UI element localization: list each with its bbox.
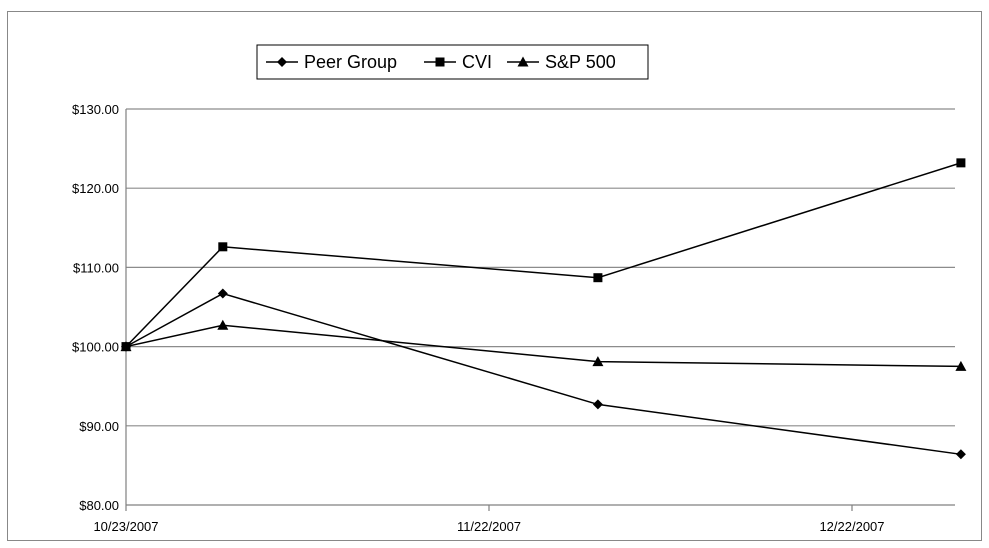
data-point — [592, 356, 604, 367]
y-tick-label: $80.00 — [79, 498, 119, 513]
y-tick-labels: $80.00 $90.00 $100.00 $110.00 $120.00 $130.00 — [72, 102, 119, 513]
legend-label: CVI — [462, 52, 492, 72]
data-point — [217, 319, 229, 330]
legend-marker — [277, 57, 287, 67]
data-point — [593, 273, 603, 283]
y-tick-label: $110.00 — [73, 260, 119, 275]
axes — [125, 109, 955, 511]
series-line — [125, 292, 962, 456]
gridlines — [126, 108, 955, 427]
data-point — [955, 449, 966, 460]
legend-item-peer-group: Peer Group — [266, 52, 397, 72]
data-point — [956, 158, 966, 168]
legend-item-cvi: CVI — [424, 52, 492, 72]
legend-marker — [517, 56, 529, 67]
chart-border — [7, 11, 982, 541]
series-cvi — [121, 158, 966, 352]
series-s-p-500 — [120, 319, 967, 371]
x-tick-label: 11/22/2007 — [457, 519, 521, 534]
series-peer-group — [121, 288, 966, 460]
legend: Peer Group CVI S&P 500 — [256, 44, 649, 80]
x-tick-label: 12/22/2007 — [819, 519, 884, 534]
legend-label: Peer Group — [304, 52, 397, 72]
data-point — [592, 399, 603, 410]
data-point — [218, 242, 228, 252]
data-point — [217, 288, 228, 299]
x-tick-label: 10/23/2007 — [93, 519, 158, 534]
y-tick-label: $120.00 — [72, 181, 119, 196]
legend-item-s-p-500: S&P 500 — [507, 52, 616, 72]
series-line — [125, 162, 962, 348]
data-point — [120, 341, 132, 352]
legend-label: S&P 500 — [545, 52, 616, 72]
y-tick-label: $90.00 — [79, 419, 119, 434]
y-tick-label: $100.00 — [72, 340, 119, 355]
series-group — [120, 158, 967, 460]
data-point — [955, 360, 967, 371]
legend-marker — [435, 57, 445, 67]
y-tick-label: $130.00 — [72, 102, 119, 117]
x-tick-labels: 10/23/2007 11/22/2007 12/22/2007 — [93, 519, 884, 534]
series-line — [125, 324, 961, 368]
